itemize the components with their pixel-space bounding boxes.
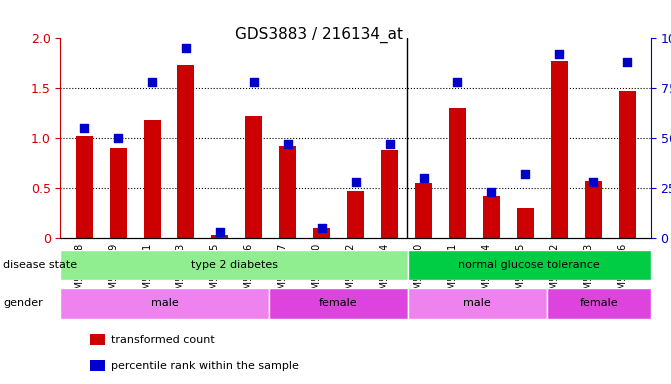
Bar (246, 116, 262, 238)
Bar (90, 334, 105, 346)
Text: normal glucose tolerance: normal glucose tolerance (458, 260, 600, 270)
Text: male: male (151, 298, 178, 308)
Bar (279, 146, 296, 238)
Bar (415, 183, 432, 238)
Bar (144, 120, 160, 238)
Bar (619, 91, 635, 238)
Text: percentile rank within the sample: percentile rank within the sample (111, 361, 299, 371)
Bar (90, 360, 105, 371)
Bar (517, 208, 534, 238)
Bar (347, 191, 364, 238)
Bar (76, 136, 93, 238)
Bar (381, 150, 398, 238)
Text: female: female (319, 298, 358, 308)
Point (384, 141, 395, 147)
Point (113, 135, 123, 141)
Point (79, 125, 89, 131)
Bar (551, 61, 568, 238)
Point (452, 79, 463, 85)
Bar (584, 181, 602, 238)
Text: female: female (580, 298, 618, 308)
Text: GDS3883 / 216134_at: GDS3883 / 216134_at (235, 27, 403, 43)
Bar (211, 235, 228, 238)
Point (215, 229, 225, 235)
Text: type 2 diabetes: type 2 diabetes (191, 260, 278, 270)
Bar (177, 65, 195, 238)
Text: disease state: disease state (3, 260, 77, 270)
Bar (483, 196, 500, 238)
Point (486, 189, 497, 195)
Bar (109, 148, 127, 238)
Point (248, 79, 259, 85)
Text: gender: gender (3, 298, 43, 308)
Point (520, 171, 531, 177)
Point (180, 45, 191, 51)
FancyBboxPatch shape (269, 288, 408, 319)
FancyBboxPatch shape (60, 250, 408, 280)
Point (350, 179, 361, 185)
Point (282, 141, 293, 147)
FancyBboxPatch shape (408, 250, 651, 280)
Point (588, 179, 599, 185)
Bar (449, 108, 466, 238)
Point (147, 79, 158, 85)
Bar (313, 228, 330, 238)
Point (622, 59, 633, 65)
Point (554, 51, 564, 58)
FancyBboxPatch shape (408, 288, 547, 319)
FancyBboxPatch shape (547, 288, 651, 319)
Point (418, 175, 429, 181)
Point (316, 225, 327, 231)
FancyBboxPatch shape (60, 288, 269, 319)
Text: male: male (463, 298, 491, 308)
Text: transformed count: transformed count (111, 334, 214, 345)
